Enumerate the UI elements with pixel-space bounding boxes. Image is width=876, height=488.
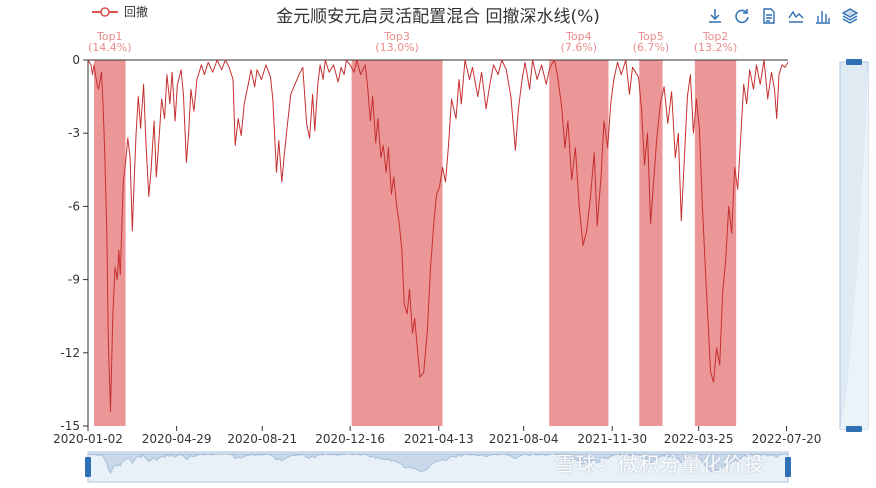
- stack-icon[interactable]: [840, 6, 860, 26]
- band-label: Top2: [702, 30, 729, 43]
- band-value-label: (13.2%): [694, 41, 738, 54]
- x-tick-label: 2022-03-25: [664, 432, 734, 446]
- horizontal-slider-handle[interactable]: [85, 457, 91, 477]
- y-tick-label: -3: [68, 126, 80, 140]
- vertical-slider-handle[interactable]: [846, 59, 862, 65]
- data-view-icon[interactable]: [759, 6, 779, 26]
- chart-title: 金元顺安元启灵活配置混合 回撤深水线(%): [276, 7, 600, 27]
- y-tick-label: -15: [60, 419, 80, 433]
- y-tick-label: -9: [68, 273, 80, 287]
- watermark: 雪球：微积分量化价投: [555, 452, 765, 476]
- horizontal-slider-handle[interactable]: [785, 457, 791, 477]
- band-value-label: (13.0%): [375, 41, 419, 54]
- legend-label: 回撤: [124, 5, 149, 19]
- vertical-slider-shadow: [840, 62, 868, 429]
- y-tick-label: 0: [72, 53, 80, 67]
- horizontal-zoom-slider: [85, 451, 791, 483]
- drawdown-band: [351, 60, 443, 426]
- x-tick-label: 2021-08-04: [489, 432, 559, 446]
- band-value-label: (7.6%): [561, 41, 598, 54]
- refresh-icon[interactable]: [732, 6, 752, 26]
- y-tick-label: -6: [68, 199, 80, 213]
- drawdown-band: [694, 60, 737, 426]
- drawdown-band: [94, 60, 126, 426]
- download-icon[interactable]: [705, 6, 725, 26]
- drawdown-band: [639, 60, 663, 426]
- vertical-slider-handle[interactable]: [846, 426, 862, 432]
- x-tick-label: 2020-04-29: [142, 432, 212, 446]
- band-value-label: (6.7%): [633, 41, 670, 54]
- toolbar: [705, 6, 860, 26]
- band-label: Top3: [383, 30, 410, 43]
- band-label: Top1: [96, 30, 123, 43]
- band-label: Top5: [637, 30, 664, 43]
- band-label: Top4: [565, 30, 592, 43]
- x-tick-label: 2021-11-30: [577, 432, 647, 446]
- band-value-label: (14.4%): [88, 41, 132, 54]
- y-tick-label: -12: [60, 346, 80, 360]
- bar-chart-icon[interactable]: [813, 6, 833, 26]
- x-tick-label: 2022-07-20: [752, 432, 822, 446]
- drawdown-band: [549, 60, 609, 426]
- line-chart-icon[interactable]: [786, 6, 806, 26]
- x-tick-label: 2020-08-21: [227, 432, 297, 446]
- x-tick-label: 2020-12-16: [315, 432, 385, 446]
- mini-area: [87, 453, 789, 475]
- x-tick-label: 2021-04-13: [404, 432, 474, 446]
- legend[interactable]: 回撤: [92, 3, 148, 20]
- vertical-zoom-slider: [839, 59, 869, 432]
- legend-marker-icon: [92, 6, 118, 17]
- drawdown-line: [87, 59, 789, 412]
- x-tick-label: 2020-01-02: [53, 432, 123, 446]
